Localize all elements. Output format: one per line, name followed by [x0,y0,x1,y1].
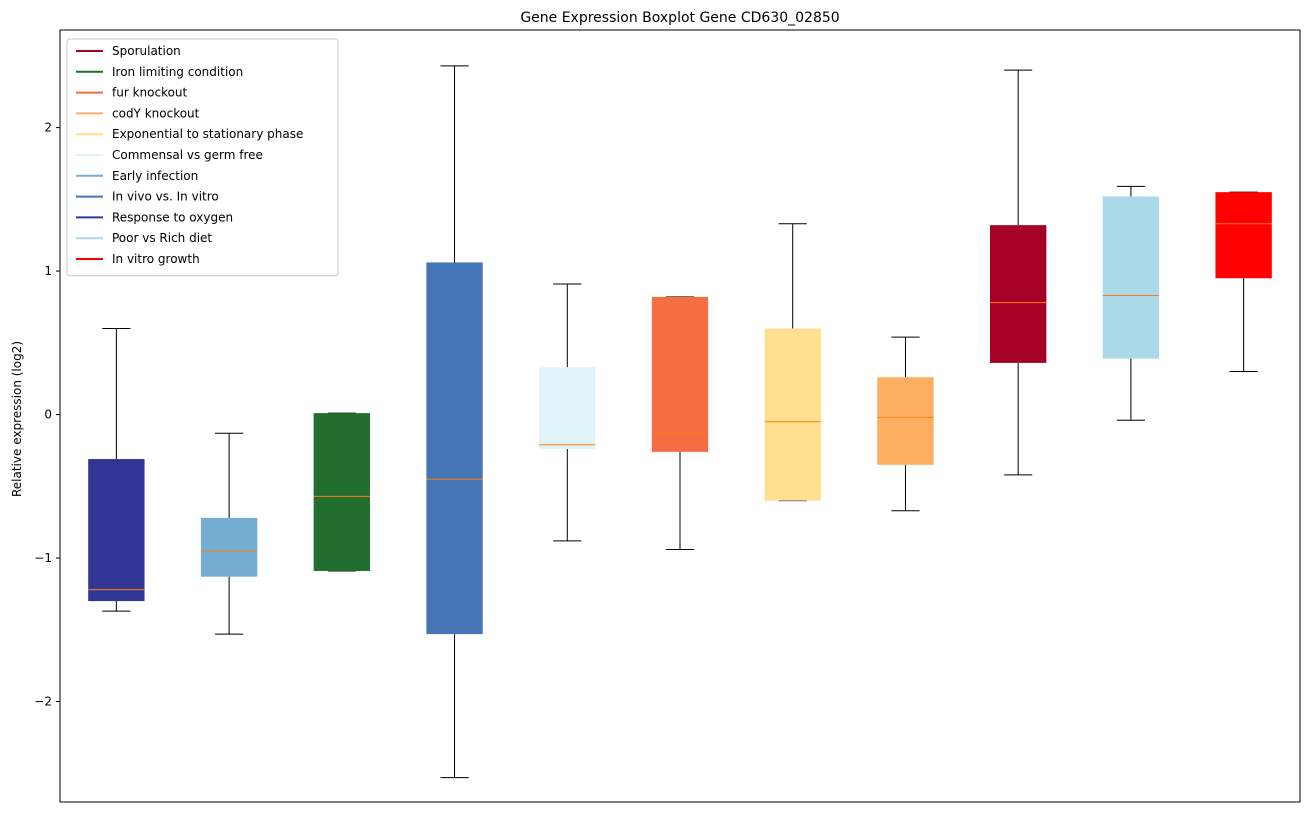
box-group [88,327,145,612]
legend-frame [66,38,339,277]
box [651,296,709,452]
box-group [877,336,934,512]
box [426,262,483,635]
legend-label: Exponential to stationary phase [112,127,303,141]
box-group [539,283,596,542]
legend-label: Commensal vs germ free [112,148,263,162]
legend-label: Poor vs Rich diet [112,231,212,245]
legend: Sporulation Iron limiting condition fur kn… [66,38,339,277]
legend-item: Iron limiting condition [76,65,243,79]
legend-label: In vitro growth [112,252,200,266]
y-tick-label: 0 [44,408,52,422]
legend-label: fur knockout [112,86,188,100]
y-tick-label: −2 [34,695,52,709]
legend-label: codY knockout [112,106,200,120]
legend-item: Poor vs Rich diet [76,231,212,245]
legend-item: Exponential to stationary phase [76,127,303,141]
legend-label: Sporulation [112,44,181,58]
y-tick-label: 2 [44,121,52,135]
legend-label: Early infection [112,169,198,183]
box-group [1102,185,1160,421]
box [88,459,145,602]
legend-label: In vivo vs. In vitro [112,190,219,204]
box [990,225,1047,363]
box-group [990,69,1047,476]
y-axis-label: Relative expression (log2) [10,341,24,497]
box-group [1215,191,1272,373]
box [539,367,596,450]
box [313,413,370,571]
box-group [313,412,370,572]
box [877,377,934,465]
legend-item: In vitro growth [76,252,200,266]
legend-item: In vivo vs. In vitro [76,190,219,204]
box-group [200,432,258,635]
legend-item: codY knockout [76,106,200,120]
box [1215,192,1272,279]
axes-frame [59,29,1301,803]
legend-label: Response to oxygen [112,210,233,224]
box-group [426,65,483,779]
y-tick-label: 1 [44,264,52,278]
box [1102,196,1160,359]
box [764,328,821,501]
legend-item: Early infection [76,169,198,183]
legend-item: Commensal vs germ free [76,148,263,162]
box [200,517,258,577]
legend-item: Sporulation [76,44,181,58]
legend-item: Response to oxygen [76,210,233,224]
legend-item: fur knockout [76,86,188,100]
legend-label: Iron limiting condition [112,65,243,79]
box-group [651,296,709,550]
box-group [764,223,821,502]
y-tick-label: −1 [34,551,52,565]
chart-title: Gene Expression Boxplot Gene CD630_02850 [520,10,839,26]
plot-area [88,65,1272,779]
y-axis: −2 −1 0 1 2 [34,121,60,709]
